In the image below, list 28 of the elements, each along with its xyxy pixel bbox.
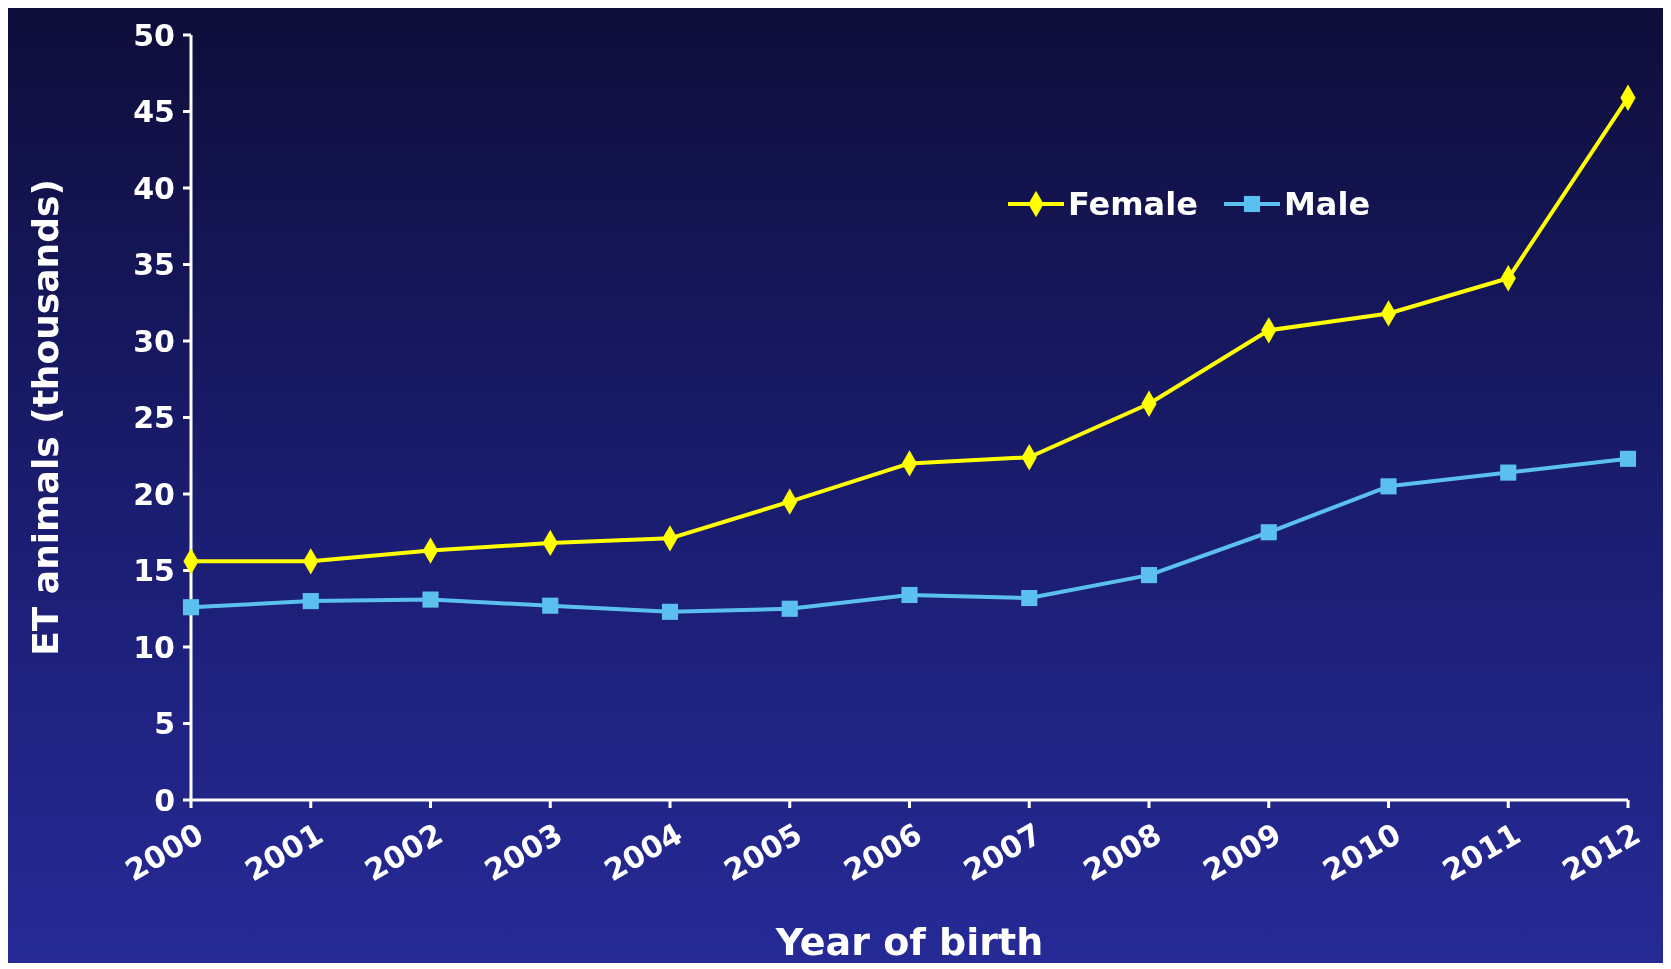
- y-tick-label: 5: [154, 706, 175, 741]
- point: [542, 597, 559, 614]
- legend-label: Male: [1284, 185, 1371, 224]
- point: [1021, 589, 1038, 607]
- y-tick-label: 10: [133, 629, 175, 665]
- point: [422, 591, 439, 608]
- point: [182, 599, 200, 616]
- legend-label: Female: [1068, 185, 1198, 224]
- y-tick-label: 15: [133, 553, 175, 588]
- point: [781, 600, 798, 617]
- y-tick-label: 25: [133, 400, 175, 435]
- y-tick-label: 45: [133, 94, 175, 129]
- point: [901, 586, 918, 604]
- point: [1500, 464, 1517, 481]
- point: [1380, 478, 1397, 495]
- y-tick-label: 50: [133, 17, 175, 53]
- point: [1260, 524, 1277, 541]
- y-tick-label: 40: [133, 170, 175, 206]
- point: [1619, 450, 1637, 467]
- y-tick-label: 35: [133, 247, 175, 282]
- y-tick-label: 0: [154, 782, 175, 818]
- point: [1140, 567, 1158, 584]
- y-tick-label: 20: [133, 476, 175, 512]
- y-axis-title: ET animals (thousands): [25, 179, 66, 656]
- x-axis-title: Year of birth: [774, 920, 1044, 964]
- point: [661, 603, 679, 620]
- point: [302, 593, 319, 610]
- y-tick-label: 30: [133, 323, 175, 359]
